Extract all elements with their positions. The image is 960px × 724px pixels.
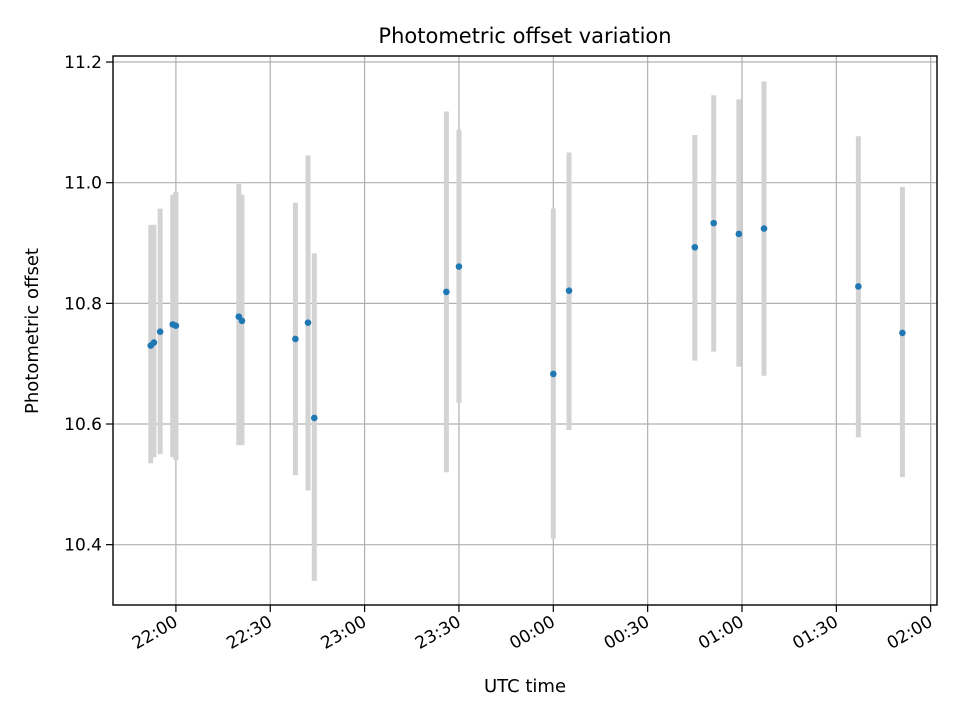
data-point [710, 219, 718, 227]
x-tick-label: 23:00 [318, 612, 370, 654]
y-tick-label: 11.2 [64, 53, 102, 73]
data-point [455, 263, 463, 270]
data-point [156, 328, 164, 336]
y-axis-label: Photometric offset [22, 248, 43, 414]
data-point [565, 287, 573, 294]
y-tick-label: 10.4 [64, 536, 102, 556]
data-point [310, 414, 318, 422]
y-tick-label: 10.6 [64, 415, 102, 435]
x-axis-label: UTC time [484, 676, 566, 697]
data-point [238, 317, 246, 325]
y-tick-label: 11.0 [64, 174, 102, 194]
plot-frame [112, 55, 938, 606]
data-point [691, 243, 699, 251]
data-point [550, 370, 557, 378]
data-point [150, 339, 158, 346]
x-tick-label: 00:30 [601, 612, 653, 654]
data-point [855, 283, 862, 290]
y-tick-label: 10.8 [64, 294, 102, 314]
chart-title: Photometric offset variation [378, 24, 671, 48]
data-point [735, 230, 743, 238]
data-point [760, 225, 768, 232]
x-tick-label: 23:30 [412, 612, 464, 654]
x-tick-label: 22:30 [223, 612, 275, 654]
y-axis-ticks: 10.4 10.6 10.8 11.0 11.2 [64, 53, 113, 556]
data-points [147, 219, 906, 422]
data-point [172, 322, 180, 329]
error-bars [148, 81, 905, 581]
data-point [899, 329, 906, 337]
x-axis-ticks: 22:00 22:30 23:00 23:30 00:00 00:30 01:00 01:30… [129, 605, 936, 654]
x-tick-label: 22:00 [129, 612, 181, 654]
data-point [292, 335, 299, 343]
x-tick-label: 01:30 [789, 612, 841, 654]
x-tick-label: 01:00 [695, 612, 747, 654]
x-tick-label: 00:00 [506, 612, 558, 654]
data-point [443, 288, 450, 296]
data-point [304, 319, 312, 326]
x-tick-label: 02:00 [884, 612, 936, 654]
